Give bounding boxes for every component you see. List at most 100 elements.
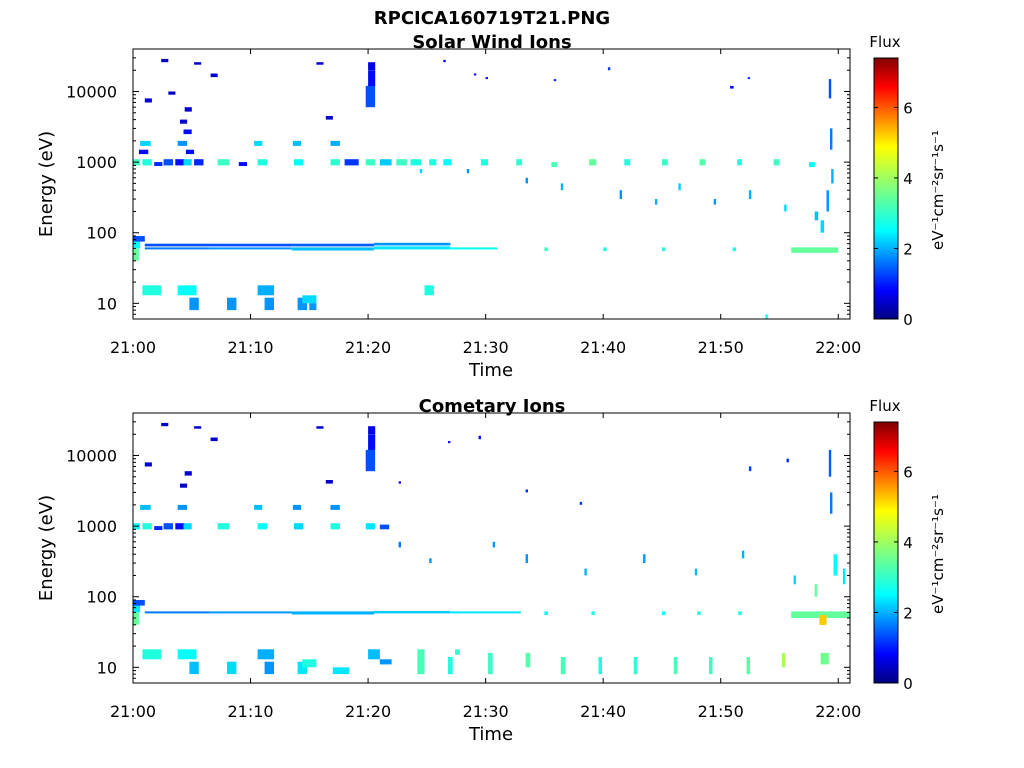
heatmap-cell: [833, 554, 837, 576]
y-tick-label: 100: [86, 588, 117, 607]
heatmap-cell: [291, 611, 374, 615]
heatmap-cell: [709, 657, 713, 675]
heatmap-cell: [791, 247, 839, 253]
heatmap-cell: [175, 159, 185, 166]
heatmap-cell: [485, 77, 488, 80]
heatmap-cell: [217, 523, 230, 530]
y-tick-label: 100: [86, 224, 117, 243]
y-axis: 10 100 1000 10000: [66, 412, 850, 684]
heatmap-cell: [516, 159, 523, 166]
colorbar-tick-label: 4: [903, 170, 913, 188]
heatmap-cell: [316, 62, 324, 65]
heatmap-cell: [330, 523, 340, 530]
colorbar-label: eV⁻¹cm⁻²sr⁻¹s⁻¹: [929, 494, 947, 614]
heatmap-cell: [365, 523, 376, 530]
heatmap-cell: [332, 667, 350, 675]
heatmap-cell: [551, 162, 558, 168]
heatmap-cell: [133, 600, 145, 606]
heatmap-cell: [368, 434, 376, 450]
heatmap-cell: [154, 526, 163, 530]
heatmap-cell: [828, 449, 832, 477]
colorbar-tick-label: 2: [903, 240, 913, 258]
heatmap-cell: [525, 652, 531, 668]
colorbar-tick-label: 0: [903, 311, 913, 329]
heatmap-cell: [746, 657, 751, 675]
plot-area: [132, 412, 851, 684]
heatmap-cell: [138, 149, 149, 155]
heatmap-cell: [643, 554, 646, 563]
heatmap-cell: [450, 247, 498, 250]
heatmap-cell: [786, 458, 789, 463]
heatmap-cell: [257, 649, 275, 660]
heatmap-cell: [325, 480, 333, 484]
x-tick-label: 21:10: [227, 702, 273, 721]
y-tick-label: 10000: [66, 83, 117, 102]
x-tick-label: 21:40: [580, 702, 626, 721]
heatmap-cell: [624, 159, 631, 166]
colorbar: [873, 421, 899, 684]
heatmap-cell: [142, 523, 152, 530]
heatmap-cell: [163, 523, 173, 530]
heatmap-cell: [443, 59, 446, 63]
heatmap-cell: [180, 483, 188, 488]
heatmap-cell: [368, 426, 376, 435]
y-axis: 10 100 1000 10000: [66, 48, 850, 320]
heatmap-cell: [661, 611, 666, 616]
x-tick-label: 21:40: [580, 338, 626, 357]
colorbar-tick-label: 2: [903, 604, 913, 622]
heatmap-cell: [560, 657, 566, 675]
heatmap-cell: [203, 243, 292, 247]
heatmap-cell: [264, 661, 274, 675]
heatmap-cell: [814, 584, 818, 597]
heatmap-cell: [819, 615, 827, 625]
heatmap-cell: [473, 73, 477, 76]
heatmap-cell: [450, 611, 521, 614]
heatmap-cell: [210, 437, 218, 442]
heatmap-cell: [175, 523, 185, 530]
heatmap-cell: [374, 610, 451, 614]
heatmap-cell: [443, 159, 452, 166]
heatmap-cell: [814, 211, 819, 221]
heatmap-cell: [544, 611, 548, 616]
heatmap-cell: [297, 297, 307, 311]
colorbar-title: Flux: [869, 397, 900, 415]
heatmap-cell: [133, 248, 139, 261]
colorbar-tick-label: 4: [903, 534, 913, 552]
heatmap-cell: [842, 568, 846, 585]
heatmap-cell: [161, 422, 169, 427]
heatmap-cell: [254, 140, 263, 146]
heatmap-cell: [257, 523, 267, 530]
heatmap-cell: [183, 523, 192, 530]
heatmap-cell: [302, 659, 317, 668]
heatmap-cell: [830, 128, 833, 150]
heatmap-cell: [133, 241, 141, 249]
heatmap-cell: [368, 62, 376, 71]
heatmap-cell: [591, 611, 595, 616]
heatmap-cell: [654, 199, 658, 205]
heatmap-cell: [257, 285, 275, 296]
heatmap-cell: [368, 649, 380, 660]
heatmap-cell: [209, 247, 292, 250]
heatmap-cell: [294, 523, 304, 530]
panel-title: Solar Wind Ions: [412, 32, 571, 53]
colorbar-title: Flux: [869, 33, 900, 51]
y-axis-label: Energy (eV): [36, 495, 57, 601]
heatmap-cell: [419, 169, 423, 174]
heatmap-cell: [831, 169, 834, 184]
heatmap-cell: [133, 236, 145, 242]
heatmap-cell: [177, 649, 197, 660]
heatmap-cell: [294, 159, 304, 166]
x-tick-label: 21:20: [345, 702, 391, 721]
heatmap-cell: [748, 466, 752, 472]
heatmap-cell: [673, 657, 678, 675]
y-tick-label: 10: [97, 294, 117, 313]
heatmap-cell: [410, 159, 421, 166]
heatmap-cell: [292, 504, 302, 510]
heatmap-cell: [209, 611, 292, 614]
x-axis-label: Time: [468, 360, 513, 381]
heatmap-cell: [365, 449, 376, 472]
heatmap-cell: [183, 159, 192, 166]
heatmap-cell: [142, 159, 152, 166]
heatmap-cell: [480, 159, 488, 166]
heatmap-cell: [142, 285, 162, 296]
